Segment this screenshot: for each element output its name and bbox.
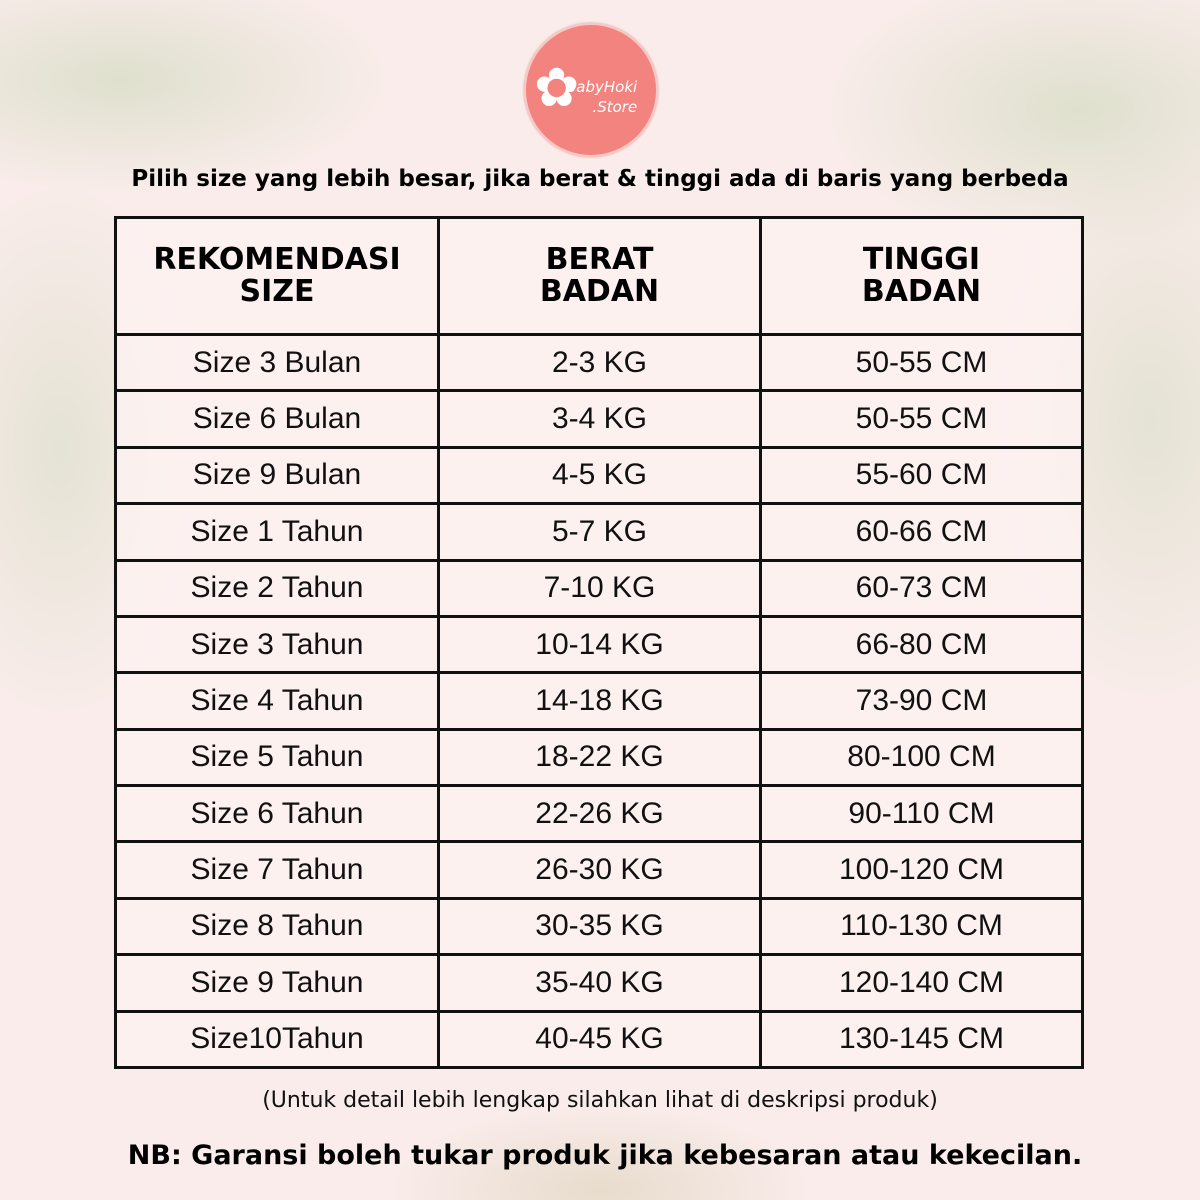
cell-height: 60-66 CM (759, 502, 1084, 562)
cell-size: Size 9 Tahun (114, 953, 440, 1013)
sakura-flower-icon: ✿ (534, 56, 580, 119)
cell-weight: 26-30 KG (437, 840, 762, 900)
cell-weight: 5-7 KG (437, 502, 762, 562)
header-line: BADAN (861, 274, 982, 309)
table-row: Size 7 Tahun 26-30 KG 100-120 CM (114, 840, 1084, 900)
header-line: BADAN (539, 274, 660, 309)
table-row: Size 8 Tahun 30-35 KG 110-130 CM (114, 896, 1084, 957)
table-row: Size 6 Bulan 3-4 KG 50-55 CM (114, 389, 1084, 449)
cell-height: 100-120 CM (759, 840, 1084, 900)
table-row: Size10Tahun 40-45 KG 130-145 CM (114, 1009, 1084, 1069)
cell-size: Size 4 Tahun (114, 671, 440, 731)
cell-size: Size 6 Bulan (114, 389, 440, 449)
guarantee-note: NB: Garansi boleh tukar produk jika kebe… (127, 1140, 1083, 1171)
table-row: Size 9 Tahun 35-40 KG 120-140 CM (114, 953, 1084, 1013)
cell-height: 73-90 CM (759, 671, 1084, 731)
table-row: Size 4 Tahun 14-18 KG 73-90 CM (114, 671, 1084, 731)
cell-height: 66-80 CM (759, 614, 1084, 675)
cell-size: Size 7 Tahun (114, 840, 440, 900)
cell-size: Size 9 Bulan (114, 445, 440, 506)
cell-height: 55-60 CM (759, 445, 1084, 506)
table-row: Size 1 Tahun 5-7 KG 60-66 CM (114, 502, 1084, 562)
cell-height: 80-100 CM (759, 727, 1084, 788)
table-row: Size 9 Bulan 4-5 KG 55-60 CM (114, 445, 1084, 506)
table-header-row: REKOMENDASI SIZE BERAT BADAN TINGGI BADAN (114, 216, 1084, 336)
header-weight: BERAT BADAN (437, 216, 762, 336)
header-height: TINGGI BADAN (759, 216, 1084, 336)
cell-size: Size 8 Tahun (114, 896, 440, 957)
cell-height: 50-55 CM (759, 332, 1084, 393)
table-row: Size 6 Tahun 22-26 KG 90-110 CM (114, 783, 1084, 844)
header-line: SIZE (239, 274, 315, 309)
cell-weight: 40-45 KG (437, 1009, 762, 1069)
cell-height: 90-110 CM (759, 783, 1084, 844)
cell-height: 120-140 CM (759, 953, 1084, 1013)
cell-height: 60-73 CM (759, 558, 1084, 618)
table-row: Size 5 Tahun 18-22 KG 80-100 CM (114, 727, 1084, 788)
cell-weight: 35-40 KG (437, 953, 762, 1013)
cell-weight: 10-14 KG (437, 614, 762, 675)
detail-note: (Untuk detail lebih lengkap silahkan lih… (262, 1088, 938, 1113)
size-instruction: Pilih size yang lebih besar, jika berat … (131, 166, 1069, 192)
cell-weight: 22-26 KG (437, 783, 762, 844)
cell-weight: 4-5 KG (437, 445, 762, 506)
logo-text-line2: .Store (592, 98, 638, 116)
table-row: Size 3 Tahun 10-14 KG 66-80 CM (114, 614, 1084, 675)
table-row: Size 3 Bulan 2-3 KG 50-55 CM (114, 332, 1084, 393)
logo-text-line1: BabyHoki (566, 78, 638, 96)
cell-weight: 2-3 KG (437, 332, 762, 393)
table-row: Size 2 Tahun 7-10 KG 60-73 CM (114, 558, 1084, 618)
cell-height: 130-145 CM (759, 1009, 1084, 1069)
cell-size: Size 1 Tahun (114, 502, 440, 562)
cell-weight: 3-4 KG (437, 389, 762, 449)
cell-weight: 14-18 KG (437, 671, 762, 731)
cell-size: Size 5 Tahun (114, 727, 440, 788)
cell-size: Size 6 Tahun (114, 783, 440, 844)
babyhoki-store-logo: ✿ BabyHoki .Store (524, 23, 658, 157)
cell-weight: 7-10 KG (437, 558, 762, 618)
cell-size: Size 3 Tahun (114, 614, 440, 675)
cell-height: 50-55 CM (759, 389, 1084, 449)
logo-text: BabyHoki .Store (566, 77, 637, 117)
cell-weight: 18-22 KG (437, 727, 762, 788)
header-line: REKOMENDASI (153, 242, 401, 277)
cell-weight: 30-35 KG (437, 896, 762, 957)
cell-size: Size 3 Bulan (114, 332, 440, 393)
header-size: REKOMENDASI SIZE (114, 216, 440, 336)
header-line: TINGGI (862, 242, 981, 277)
cell-size: Size10Tahun (114, 1009, 440, 1069)
header-line: BERAT (545, 242, 654, 277)
cell-height: 110-130 CM (759, 896, 1084, 957)
cell-size: Size 2 Tahun (114, 558, 440, 618)
size-chart-table: REKOMENDASI SIZE BERAT BADAN TINGGI BADAN Siz… (114, 216, 1084, 1069)
